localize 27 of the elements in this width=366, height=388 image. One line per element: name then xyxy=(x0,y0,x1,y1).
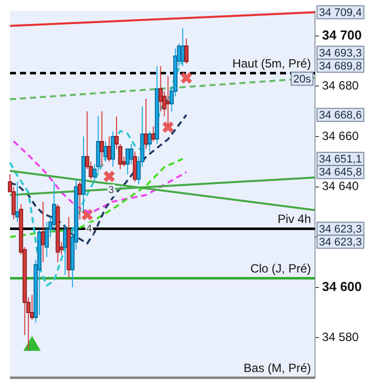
y-tick-label: 34 700 xyxy=(322,28,362,43)
point xyxy=(102,170,116,183)
text: 34 709,4 xyxy=(319,6,362,19)
y-tick-label: 34 660 xyxy=(322,128,360,143)
y-tick-label: 34 600 xyxy=(322,278,362,294)
text: 34 645,8 xyxy=(319,166,362,179)
point xyxy=(24,338,40,351)
text: 34 693,3 xyxy=(319,47,362,60)
text: 34 623,3 xyxy=(319,223,362,236)
line-series xyxy=(12,140,188,214)
text: 34 623,3 xyxy=(319,236,362,248)
text: 34 668,6 xyxy=(319,109,362,122)
point xyxy=(180,72,193,84)
annotation: 3 xyxy=(108,185,114,196)
annotation: 20s xyxy=(293,73,312,86)
ref-line-label: Haut (5m, Pré) xyxy=(232,56,311,70)
ref-line-label: Piv 4h xyxy=(278,212,311,226)
line-series xyxy=(9,114,188,245)
text: 34 689,8 xyxy=(319,60,362,72)
y-tick-label: 34 640 xyxy=(322,179,360,194)
annotation: 4 xyxy=(86,223,92,234)
y-tick-label: 34 680 xyxy=(322,78,360,93)
point xyxy=(162,120,174,134)
ref-line-label: Bas (M, Pré) xyxy=(244,361,311,376)
ref-line-label: Clo (J, Pré) xyxy=(250,262,311,276)
y-tick-label: 34 580 xyxy=(322,330,360,344)
text: 34 651,1 xyxy=(319,153,362,166)
